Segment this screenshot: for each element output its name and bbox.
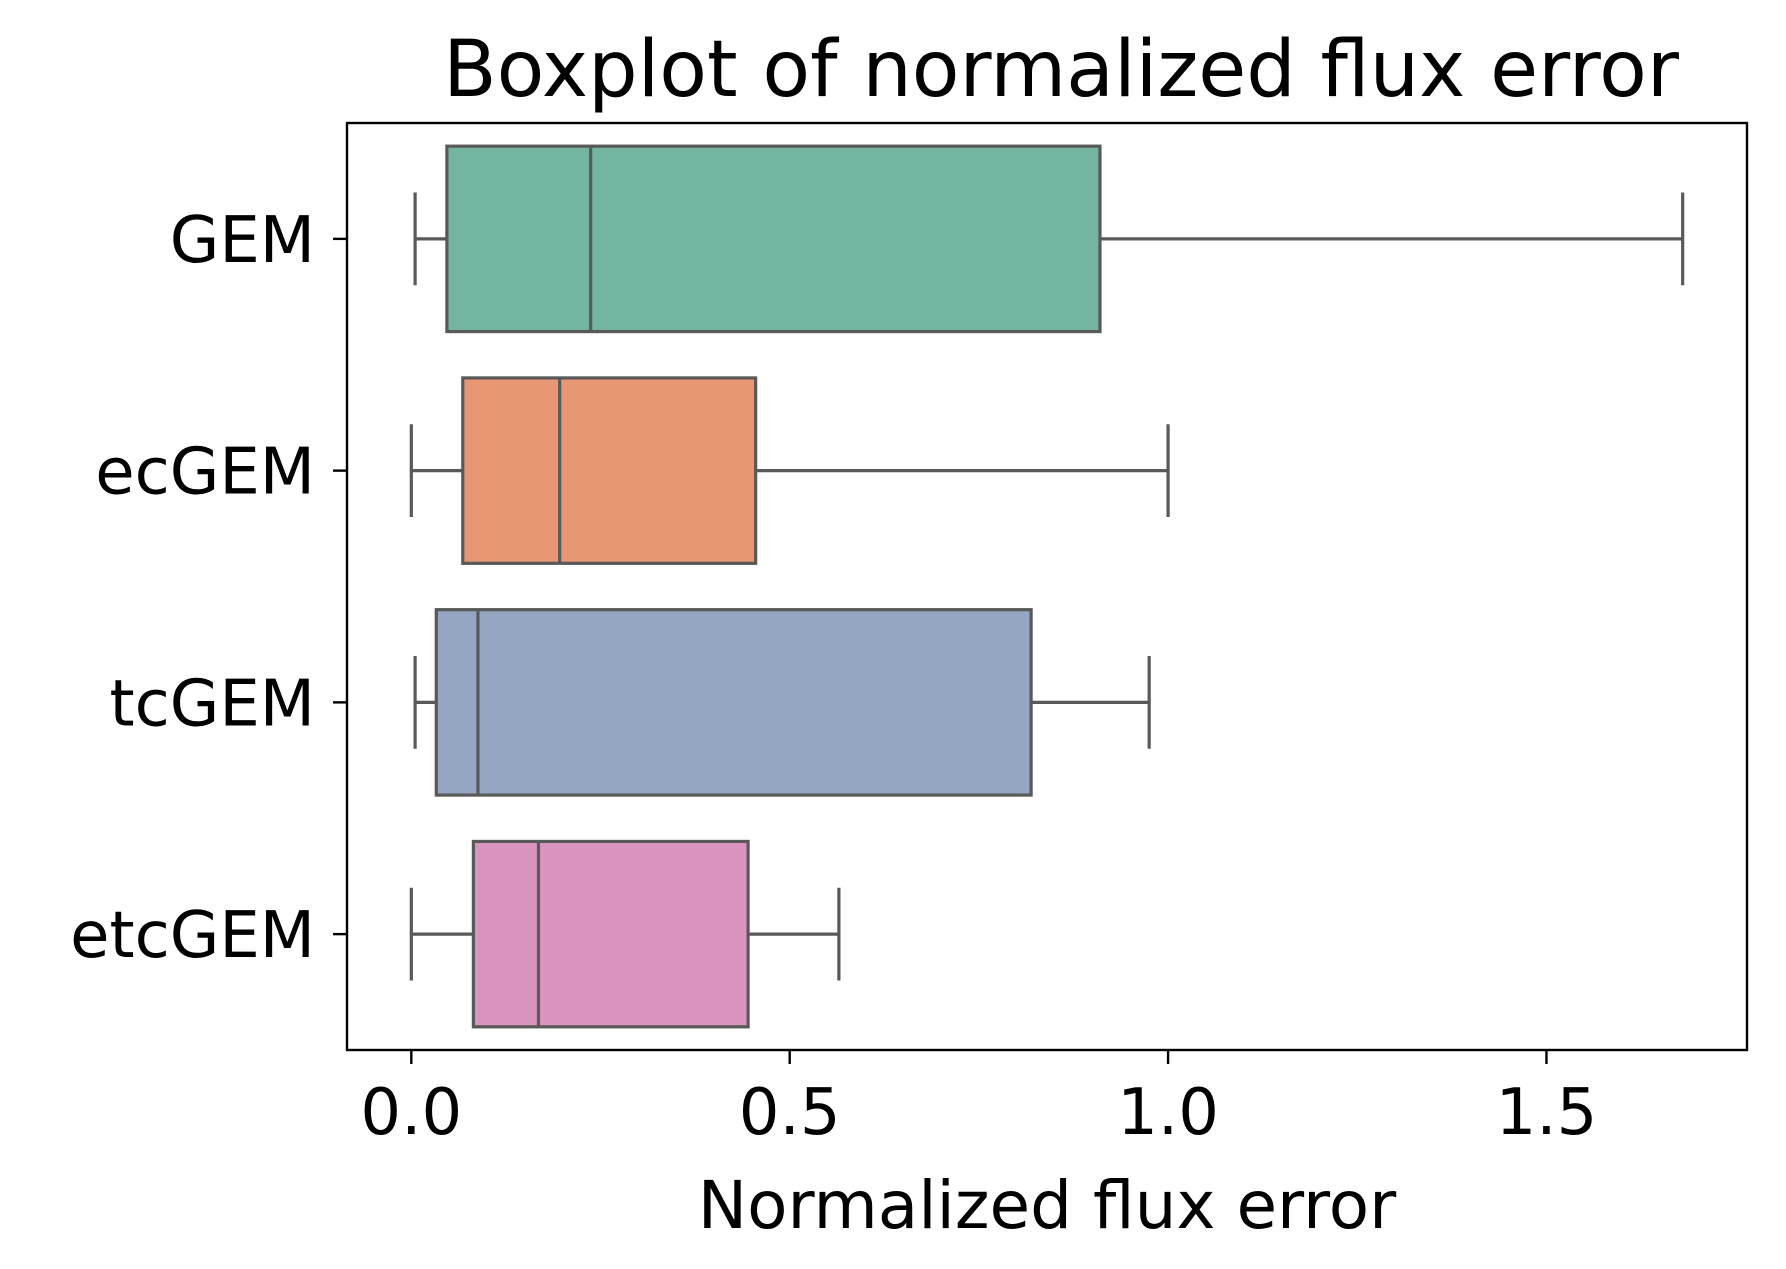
x-tick-label: 1.5: [1496, 1076, 1598, 1150]
x-axis: 0.0 0.5 1.0 1.5: [360, 1050, 1597, 1150]
x-axis-label: Normalized flux error: [698, 1167, 1397, 1244]
y-tick-label: GEM: [170, 204, 315, 278]
x-tick-label: 0.5: [739, 1076, 841, 1150]
box: [445, 144, 1102, 334]
plot-area: [409, 144, 1685, 1029]
box: [434, 608, 1033, 797]
y-axis: GEM ecGEM tcGEM etcGEM: [70, 204, 347, 973]
y-tick-label: tcGEM: [109, 667, 315, 741]
plot-frame: [345, 121, 1749, 1052]
box-group: [409, 376, 1170, 565]
x-tick-label: 0.0: [360, 1076, 462, 1150]
box: [471, 839, 750, 1029]
box-group: [413, 144, 1685, 334]
chart-title: Boxplot of normalized flux error: [443, 25, 1680, 115]
box-group: [409, 839, 841, 1029]
y-tick-label: etcGEM: [70, 899, 315, 973]
box: [461, 376, 758, 565]
box-group: [413, 608, 1151, 797]
y-tick-label: ecGEM: [95, 436, 315, 510]
x-tick-label: 1.0: [1117, 1076, 1219, 1150]
